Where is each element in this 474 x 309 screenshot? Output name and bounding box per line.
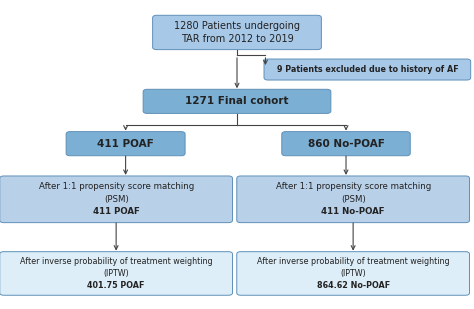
Text: (PSM): (PSM) (104, 195, 128, 204)
Text: 860 No-POAF: 860 No-POAF (308, 139, 384, 149)
FancyBboxPatch shape (0, 252, 232, 295)
Text: (PSM): (PSM) (341, 195, 365, 204)
Text: 411 POAF: 411 POAF (97, 139, 154, 149)
FancyBboxPatch shape (237, 176, 469, 222)
Text: 1280 Patients undergoing: 1280 Patients undergoing (174, 21, 300, 31)
Text: After inverse probability of treatment weighting: After inverse probability of treatment w… (20, 257, 212, 266)
FancyBboxPatch shape (143, 89, 331, 113)
Text: (IPTW): (IPTW) (103, 269, 129, 278)
Text: 411 POAF: 411 POAF (93, 207, 139, 216)
Text: (IPTW): (IPTW) (340, 269, 366, 278)
FancyBboxPatch shape (237, 252, 469, 295)
Text: 401.75 POAF: 401.75 POAF (87, 281, 145, 290)
Text: 864.62 No-POAF: 864.62 No-POAF (317, 281, 390, 290)
Text: After 1:1 propensity score matching: After 1:1 propensity score matching (38, 182, 194, 191)
FancyBboxPatch shape (0, 176, 232, 222)
Text: 9 Patients excluded due to history of AF: 9 Patients excluded due to history of AF (276, 65, 458, 74)
FancyBboxPatch shape (264, 59, 471, 80)
Text: 1271 Final cohort: 1271 Final cohort (185, 96, 289, 106)
Text: After 1:1 propensity score matching: After 1:1 propensity score matching (275, 182, 431, 191)
Text: After inverse probability of treatment weighting: After inverse probability of treatment w… (257, 257, 449, 266)
FancyBboxPatch shape (66, 132, 185, 156)
FancyBboxPatch shape (153, 15, 321, 49)
Text: TAR from 2012 to 2019: TAR from 2012 to 2019 (181, 34, 293, 44)
FancyBboxPatch shape (282, 132, 410, 156)
Text: 411 No-POAF: 411 No-POAF (321, 207, 385, 216)
